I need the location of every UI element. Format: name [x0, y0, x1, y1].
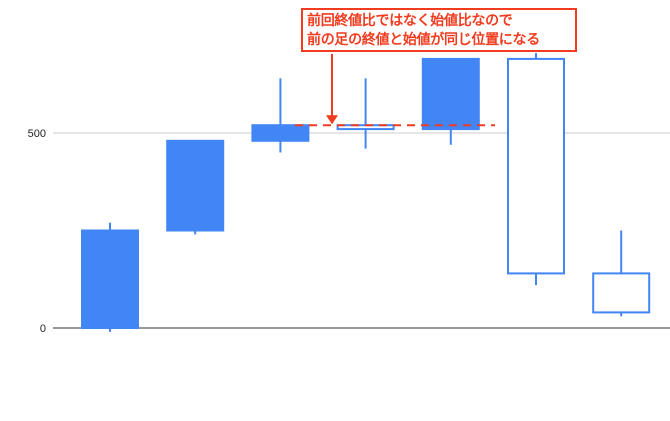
candle-body: [592, 272, 651, 314]
candle-body: [421, 57, 480, 131]
candle-body: [166, 139, 225, 232]
annotation-arrow-head: [326, 115, 338, 125]
candles: [81, 53, 651, 332]
y-tick-label: 500: [28, 128, 46, 140]
annotation-box: 前回終値比ではなく始値比なので 前の足の終値と始値が同じ位置になる: [301, 8, 577, 52]
annotation-line-1: 前回終値比ではなく始値比なので: [307, 13, 513, 29]
annotation-line-2: 前の足の終値と始値が同じ位置になる: [307, 32, 540, 48]
candle-body: [81, 229, 139, 329]
candle-body: [251, 124, 310, 142]
candle-body: [507, 57, 565, 275]
y-tick-label: 0: [40, 323, 46, 335]
